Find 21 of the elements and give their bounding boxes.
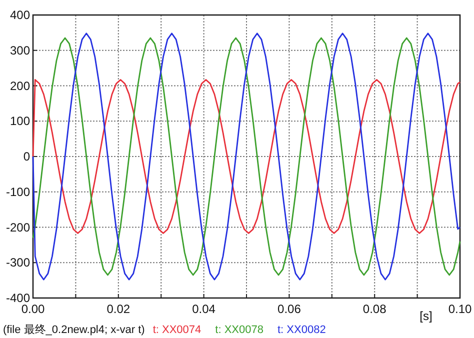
y-tick-label: 100 — [10, 114, 30, 128]
y-tick-label: -300 — [6, 256, 30, 270]
text: t: XX0074 — [152, 324, 202, 336]
y-tick-label: -200 — [6, 220, 30, 234]
x-axis-title: [s] — [420, 309, 432, 323]
text: t: XX0082 — [278, 324, 326, 336]
x-tick-label: 0.08 — [362, 302, 387, 316]
x-tick-label: 0.02 — [106, 302, 130, 316]
y-tick-label: 200 — [10, 78, 30, 93]
text: t: XX0078 — [215, 324, 264, 336]
x-tick-label: 0.06 — [278, 302, 302, 316]
line-series — [32, 79, 461, 234]
x-tick-label: 0.00 — [21, 302, 45, 316]
y-tick-label: 0 — [23, 150, 30, 164]
x-tick-label: 0.10 — [448, 302, 472, 316]
y-tick-label: -100 — [6, 184, 30, 199]
x-tick-label: 0.04 — [192, 302, 216, 316]
y-tick-label: 300 — [10, 43, 30, 58]
y-tick-label: -400 — [6, 291, 30, 305]
y-tick-label: 400 — [10, 8, 30, 22]
text: (file 最终_0.2new.pl4; x-var t) — [3, 324, 145, 336]
